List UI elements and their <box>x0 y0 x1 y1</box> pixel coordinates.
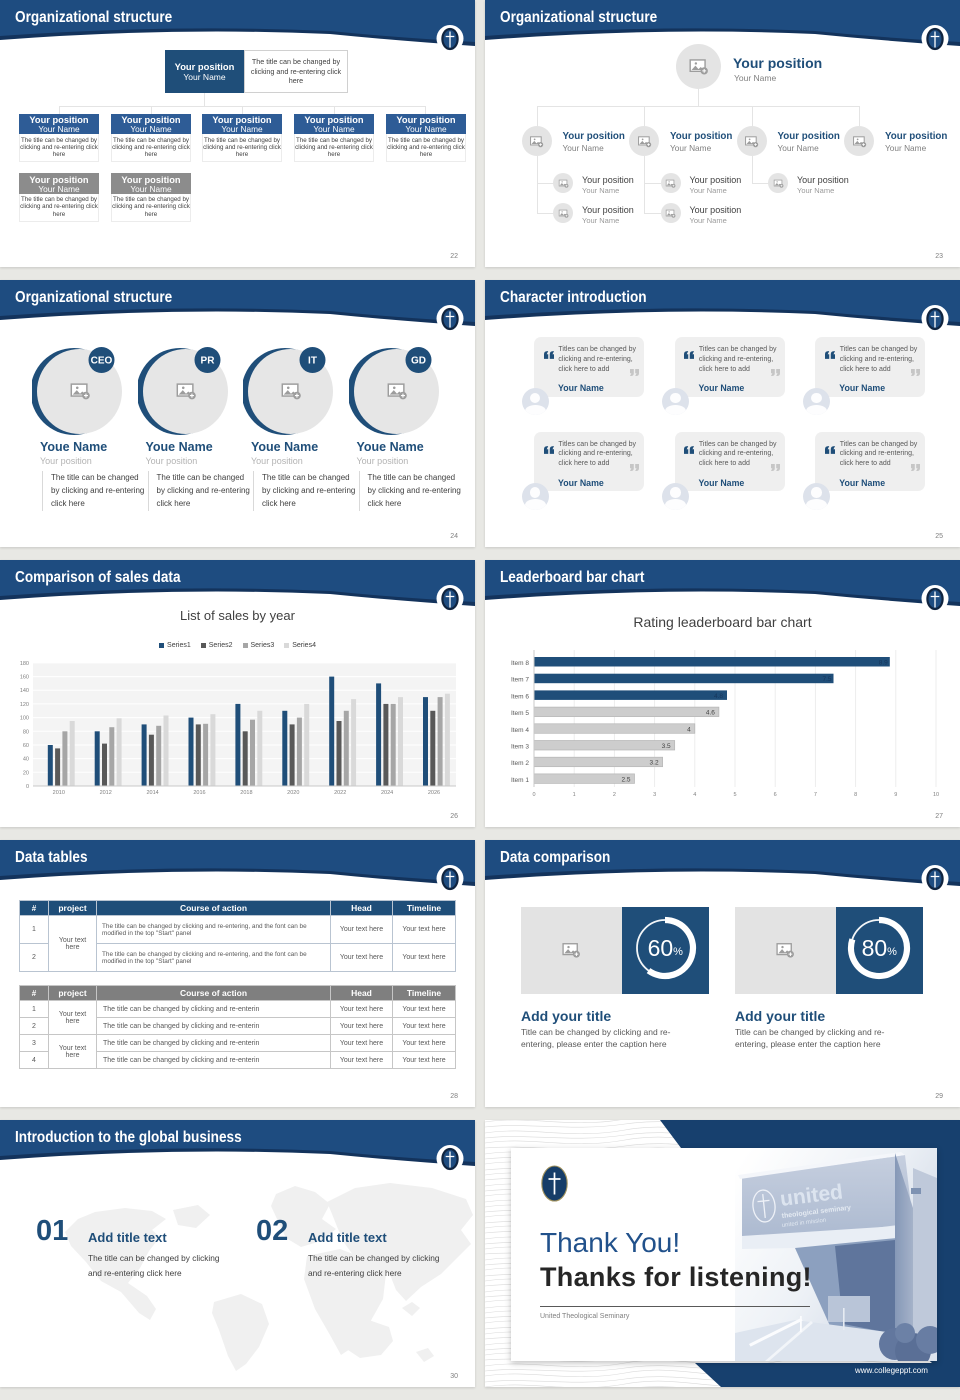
svg-text:2024: 2024 <box>381 790 393 796</box>
svg-text:4.6: 4.6 <box>706 710 715 717</box>
svg-text:7.5: 7.5 <box>822 676 831 683</box>
svg-text:2012: 2012 <box>100 790 112 796</box>
svg-text:2010: 2010 <box>53 790 65 796</box>
svg-text:140: 140 <box>20 688 29 694</box>
svg-text:Item 6: Item 6 <box>511 693 529 700</box>
svg-text:Item 7: Item 7 <box>511 677 529 684</box>
svg-text:120: 120 <box>20 702 29 708</box>
svg-text:IT: IT <box>308 356 317 367</box>
svg-text:united in mission: united in mission <box>782 1218 827 1229</box>
svg-text:CEO: CEO <box>91 356 113 367</box>
svg-text:2014: 2014 <box>146 790 158 796</box>
svg-text:0: 0 <box>26 784 29 790</box>
svg-text:2.5: 2.5 <box>621 776 630 783</box>
svg-text:2026: 2026 <box>428 790 440 796</box>
svg-text:4: 4 <box>693 792 696 798</box>
svg-text:Item 3: Item 3 <box>511 744 529 751</box>
svg-text:2020: 2020 <box>287 790 299 796</box>
svg-text:7: 7 <box>814 792 817 798</box>
svg-text:2016: 2016 <box>193 790 205 796</box>
svg-text:60: 60 <box>23 743 29 749</box>
svg-text:9: 9 <box>894 792 897 798</box>
svg-text:8: 8 <box>854 792 857 798</box>
svg-text:160: 160 <box>20 675 29 681</box>
svg-text:0: 0 <box>532 792 535 798</box>
svg-text:4: 4 <box>687 726 691 733</box>
svg-text:180: 180 <box>20 661 29 667</box>
svg-text:3.2: 3.2 <box>650 760 659 767</box>
svg-text:Item 1: Item 1 <box>511 777 529 784</box>
svg-text:PR: PR <box>200 356 215 367</box>
svg-text:80: 80 <box>23 729 29 735</box>
svg-text:Item 8: Item 8 <box>511 660 529 667</box>
svg-text:Item 4: Item 4 <box>511 727 529 734</box>
svg-text:20: 20 <box>23 770 29 776</box>
svg-text:8.9: 8.9 <box>879 660 888 667</box>
svg-text:2018: 2018 <box>240 790 252 796</box>
svg-text:100: 100 <box>20 716 29 722</box>
svg-text:Item 5: Item 5 <box>511 710 529 717</box>
svg-text:4.8: 4.8 <box>714 693 723 700</box>
svg-text:40: 40 <box>23 757 29 763</box>
svg-text:3: 3 <box>653 792 656 798</box>
svg-text:Item 2: Item 2 <box>511 760 529 767</box>
svg-text:1: 1 <box>573 792 576 798</box>
svg-text:GD: GD <box>411 356 426 367</box>
svg-text:2022: 2022 <box>334 790 346 796</box>
svg-text:2: 2 <box>613 792 616 798</box>
svg-text:6: 6 <box>774 792 777 798</box>
svg-text:10: 10 <box>933 792 939 798</box>
svg-text:3.5: 3.5 <box>662 743 671 750</box>
svg-text:5: 5 <box>733 792 736 798</box>
